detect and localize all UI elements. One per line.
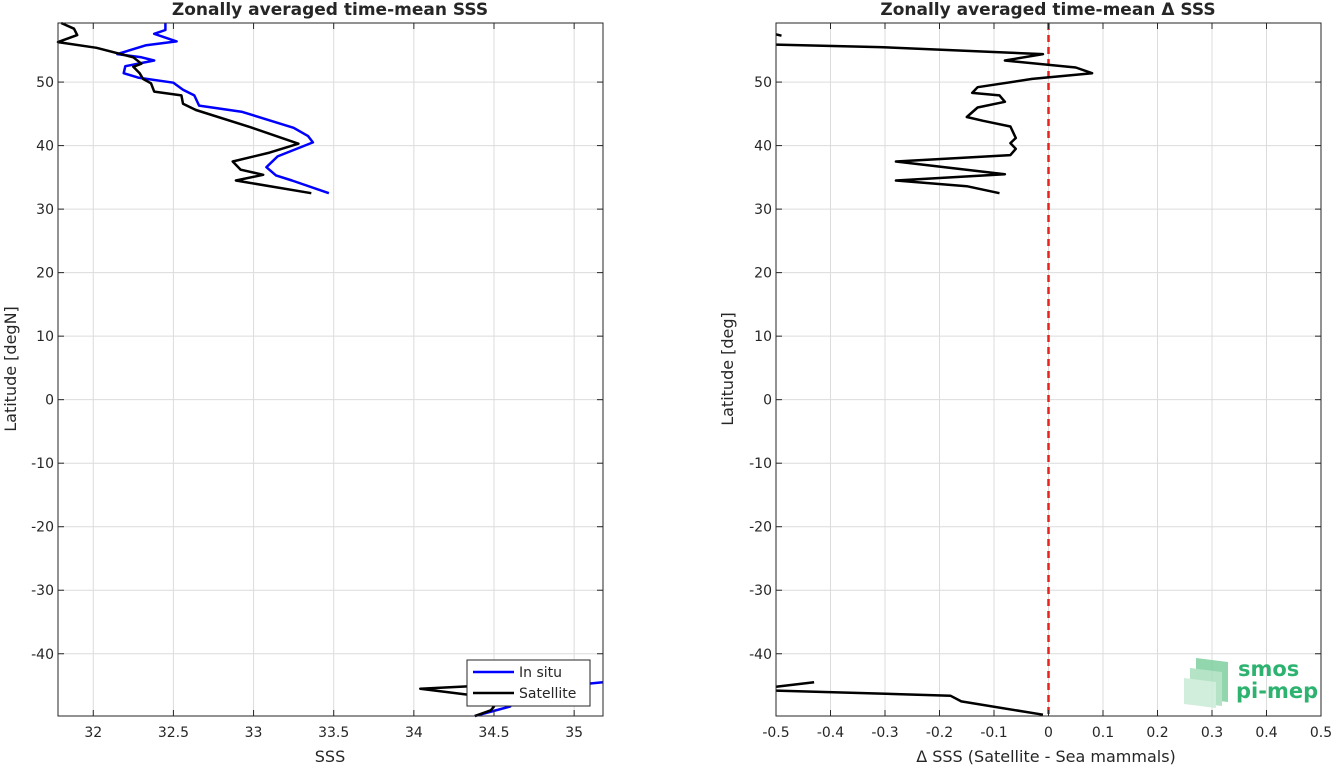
delta-y-tick-label: -10 xyxy=(749,456,772,472)
sss-y-axis-label: Latitude [degN] xyxy=(1,306,20,432)
delta-x-tick-label: -0.5 xyxy=(762,725,789,741)
delta-ticks: -0.5 -0.4 -0.3 -0.2 -0.1 0 0.1 0.2 0.3 0.4 0.5 -40 -… xyxy=(749,23,1332,741)
legend-label-satellite: Satellite xyxy=(519,686,576,702)
delta-x-tick-label: -0.2 xyxy=(926,725,953,741)
sss-y-tick-label: -10 xyxy=(31,456,54,472)
legend: In situ Satellite xyxy=(466,659,591,707)
delta-x-tick-label: -0.1 xyxy=(980,725,1007,741)
sss-y-tick-label: 20 xyxy=(36,266,54,282)
sss-chart-title: Zonally averaged time-mean SSS xyxy=(172,0,488,20)
delta-series-delta-sss-segment-3 xyxy=(775,689,1044,716)
delta-x-tick-label: 0 xyxy=(1044,725,1053,741)
sss-series-satellite-segment-0 xyxy=(56,21,312,195)
sss-panel: 32 32.5 33 33.5 34 34.5 35 -40 -30 -20 -10 0 10 20 30 4… xyxy=(1,0,604,766)
sss-series-in-situ-segment-0 xyxy=(116,23,330,195)
delta-y-tick-label: -30 xyxy=(749,583,772,599)
legend-box xyxy=(466,659,591,707)
delta-y-tick-label: 20 xyxy=(754,266,772,282)
delta-sss-panel: -0.5 -0.4 -0.3 -0.2 -0.1 0 0.1 0.2 0.3 0.4 0.5 -40 -… xyxy=(718,0,1332,766)
delta-series-delta-sss-segment-2 xyxy=(775,681,815,689)
sss-y-tick-label: -30 xyxy=(31,583,54,599)
delta-chart-title: Zonally averaged time-mean Δ SSS xyxy=(880,0,1215,20)
sss-x-tick-label: 34.5 xyxy=(478,725,509,741)
sss-x-tick-label: 33 xyxy=(245,725,263,741)
sss-y-tick-label: -40 xyxy=(31,647,54,663)
logo-text-smos: smos xyxy=(1238,657,1299,681)
logo-waves-icon xyxy=(1184,658,1228,708)
sss-y-tick-label: 0 xyxy=(45,393,54,409)
delta-x-tick-label: 0.5 xyxy=(1310,725,1332,741)
delta-y-tick-label: 0 xyxy=(763,393,772,409)
legend-label-in-situ: In situ xyxy=(519,665,562,681)
delta-y-tick-label: 50 xyxy=(754,75,772,91)
sss-grid xyxy=(58,23,603,716)
delta-y-tick-label: -40 xyxy=(749,647,772,663)
delta-x-tick-label: -0.3 xyxy=(871,725,898,741)
sss-y-tick-label: -20 xyxy=(31,520,54,536)
delta-x-tick-label: 0.2 xyxy=(1146,725,1168,741)
sss-x-tick-label: 32.5 xyxy=(158,725,189,741)
sss-x-tick-label: 35 xyxy=(565,725,583,741)
sss-x-axis-label: SSS xyxy=(315,747,345,765)
delta-y-tick-label: 40 xyxy=(754,139,772,155)
sss-y-tick-label: 10 xyxy=(36,329,54,345)
smos-pi-mep-logo: smos pi-mep xyxy=(1184,657,1318,708)
sss-x-tick-label: 32 xyxy=(84,725,102,741)
delta-x-axis-label: Δ SSS (Satellite - Sea mammals) xyxy=(916,747,1176,765)
sss-plot-frame xyxy=(57,22,604,717)
delta-series-lines xyxy=(775,33,1094,716)
sss-ticks: 32 32.5 33 33.5 34 34.5 35 -40 -30 -20 -10 0 10 20 30 4… xyxy=(31,23,603,741)
delta-y-tick-label: 30 xyxy=(754,202,772,218)
delta-y-tick-label: -20 xyxy=(749,520,772,536)
sss-y-tick-label: 30 xyxy=(36,202,54,218)
sss-plot-area xyxy=(58,23,603,716)
sss-y-tick-label: 50 xyxy=(36,75,54,91)
delta-x-tick-label: 0.3 xyxy=(1201,725,1223,741)
sss-x-tick-label: 34 xyxy=(405,725,423,741)
sss-y-tick-label: 40 xyxy=(36,139,54,155)
logo-text-pi-mep: pi-mep xyxy=(1236,679,1318,703)
delta-series-delta-sss-segment-0 xyxy=(775,33,782,37)
delta-y-axis-label: Latitude [deg] xyxy=(718,312,737,426)
delta-x-tick-label: 0.4 xyxy=(1255,725,1277,741)
delta-x-tick-label: -0.4 xyxy=(817,725,844,741)
delta-series-delta-sss-segment-1 xyxy=(775,43,1094,195)
sss-x-tick-label: 33.5 xyxy=(318,725,349,741)
delta-x-tick-label: 0.1 xyxy=(1092,725,1114,741)
delta-y-tick-label: 10 xyxy=(754,329,772,345)
